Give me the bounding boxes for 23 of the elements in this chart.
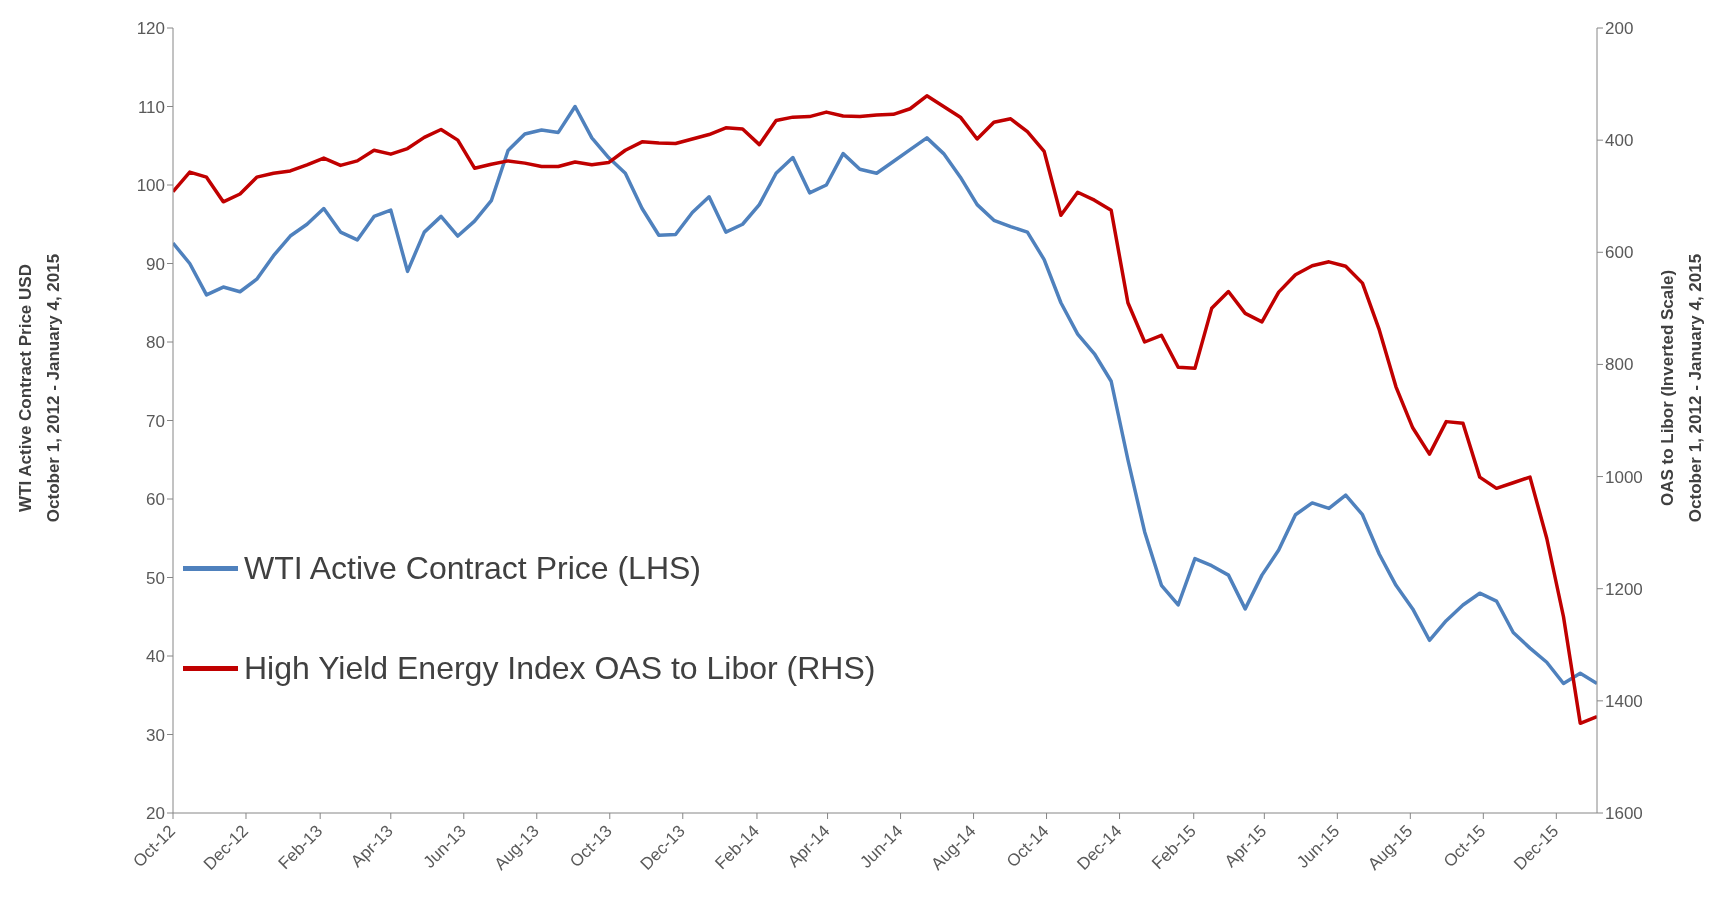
y2-tick-label: 200 [1605,19,1634,39]
y-axis-title: WTI Active Contract Price USD October 1, 2012 - January 4, 2015 [15,253,64,523]
y2-tick-label: 1600 [1605,804,1643,824]
y-tick-label: 100 [136,176,165,196]
y2-tick-label: 1000 [1605,467,1643,487]
y2-tick-label: 600 [1605,243,1634,263]
y-tick-label: 110 [137,97,165,117]
y-tick-label: 40 [146,647,165,667]
y2-tick-label: 1200 [1605,579,1643,599]
y-tick-label: 50 [146,568,165,588]
y-tick-label: 90 [146,254,165,274]
y-tick-label: 60 [146,490,165,510]
y-tick-label: 20 [146,804,165,824]
y-tick-label: 30 [146,725,165,745]
y2-tick-label: 800 [1605,355,1634,375]
y-tick-label: 70 [146,411,165,431]
y-tick-label: 120 [136,19,165,39]
y-tick-label: 80 [146,333,165,353]
legend-label: WTI Active Contract Price (LHS) [244,549,701,587]
y2-tick-label: 400 [1605,131,1634,151]
legend-label: High Yield Energy Index OAS to Libor (RHS) [244,649,876,687]
y2-tick-label: 1400 [1605,691,1643,711]
y2-axis-title: OAS to Libor (Inverted Scale) October 1, 2012 - January 4, 2015 [1657,253,1706,523]
